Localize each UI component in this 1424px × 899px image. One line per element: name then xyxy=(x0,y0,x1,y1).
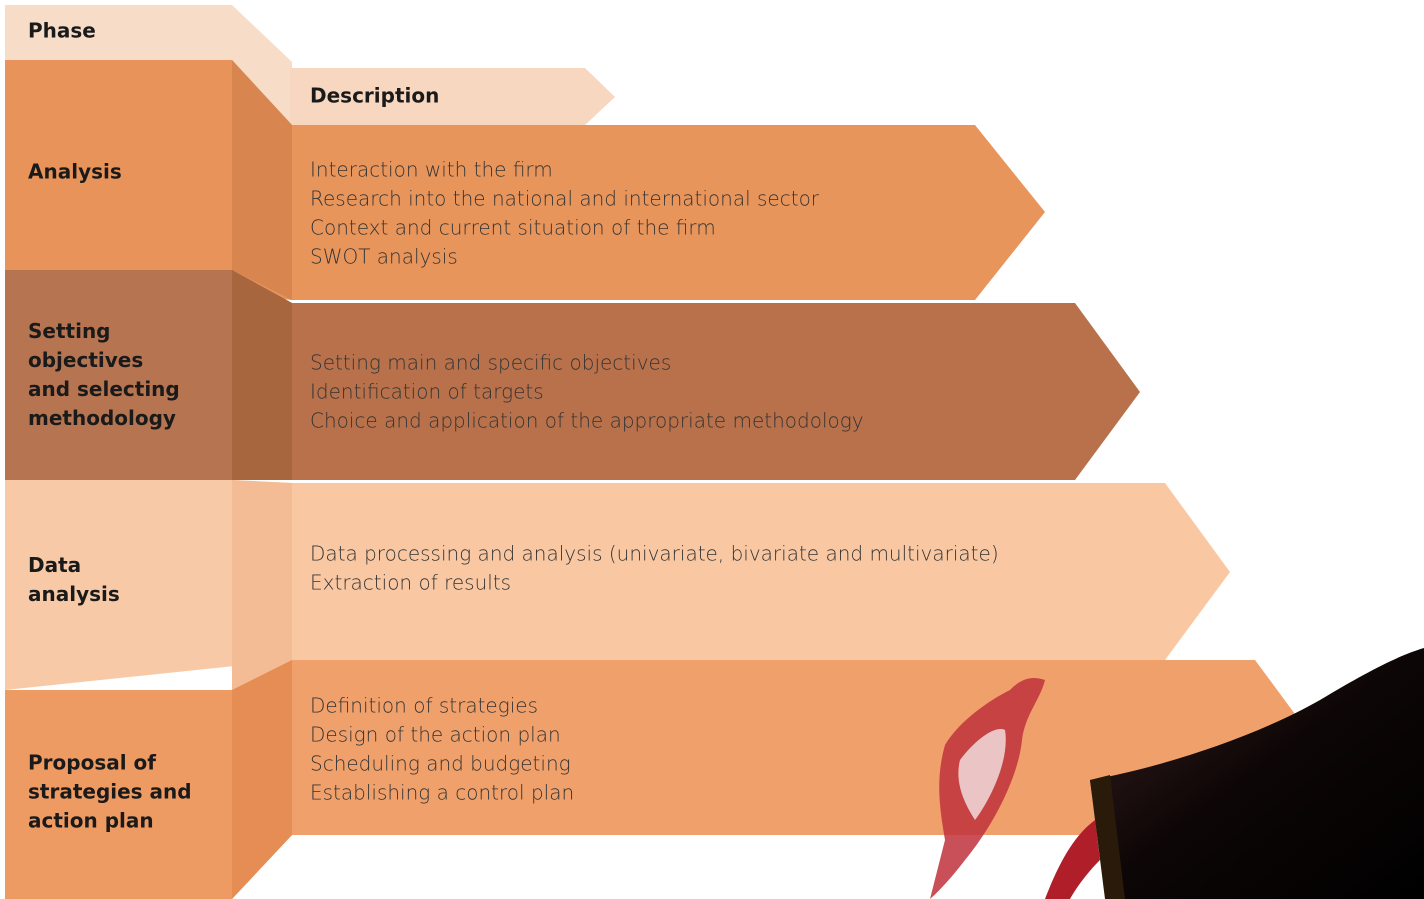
description-arrow xyxy=(292,125,1045,300)
description-line: Setting main and specific objectives xyxy=(310,351,671,375)
description-line: Interaction with the firm xyxy=(310,158,553,182)
description-header-arrow xyxy=(290,68,615,125)
description-line: Research into the national and internati… xyxy=(310,187,820,211)
description-line: Definition of strategies xyxy=(310,694,538,718)
phase-label: Proposal of xyxy=(28,751,156,775)
phase-label: strategies and xyxy=(28,780,192,804)
description-line: SWOT analysis xyxy=(310,245,458,269)
description-line: Establishing a control plan xyxy=(310,781,574,805)
phase-label: and selecting xyxy=(28,377,180,401)
shapes xyxy=(5,5,1424,899)
phase-block xyxy=(5,270,292,480)
phase-label: Analysis xyxy=(28,160,122,184)
phase-fold xyxy=(232,270,292,480)
description-line: Design of the action plan xyxy=(310,723,561,747)
description-line: Choice and application of the appropriat… xyxy=(310,409,864,433)
phase-header: Phase xyxy=(28,19,96,43)
description-header: Description xyxy=(310,84,439,108)
labels: Analysis Interaction with the firm Researc… xyxy=(28,158,999,833)
phase-label: Data xyxy=(28,553,81,577)
phase-label: analysis xyxy=(28,582,120,606)
description-line: Context and current situation of the fir… xyxy=(310,216,716,240)
wine-bottle xyxy=(1090,648,1424,899)
description-line: Extraction of results xyxy=(310,571,511,595)
description-line: Data processing and analysis (univariate… xyxy=(310,542,999,566)
phase-block xyxy=(5,60,292,300)
description-line: Scheduling and budgeting xyxy=(310,752,571,776)
phase-block xyxy=(5,480,292,690)
wine-splash-highlight xyxy=(958,729,1006,820)
phase-label: methodology xyxy=(28,406,176,430)
phase-label: objectives xyxy=(28,348,143,372)
phase-label: Setting xyxy=(28,319,111,343)
phase-label: action plan xyxy=(28,809,154,833)
phase-block xyxy=(5,660,292,899)
description-line: Identification of targets xyxy=(310,380,544,404)
bottle-neck xyxy=(1090,775,1125,899)
phase-fold xyxy=(232,60,292,300)
description-arrow xyxy=(292,483,1230,660)
phase-fold xyxy=(232,480,292,690)
wine-stream xyxy=(1045,820,1100,899)
description-arrow xyxy=(292,303,1140,480)
phase-fold xyxy=(232,660,292,899)
description-arrow xyxy=(292,660,1320,835)
